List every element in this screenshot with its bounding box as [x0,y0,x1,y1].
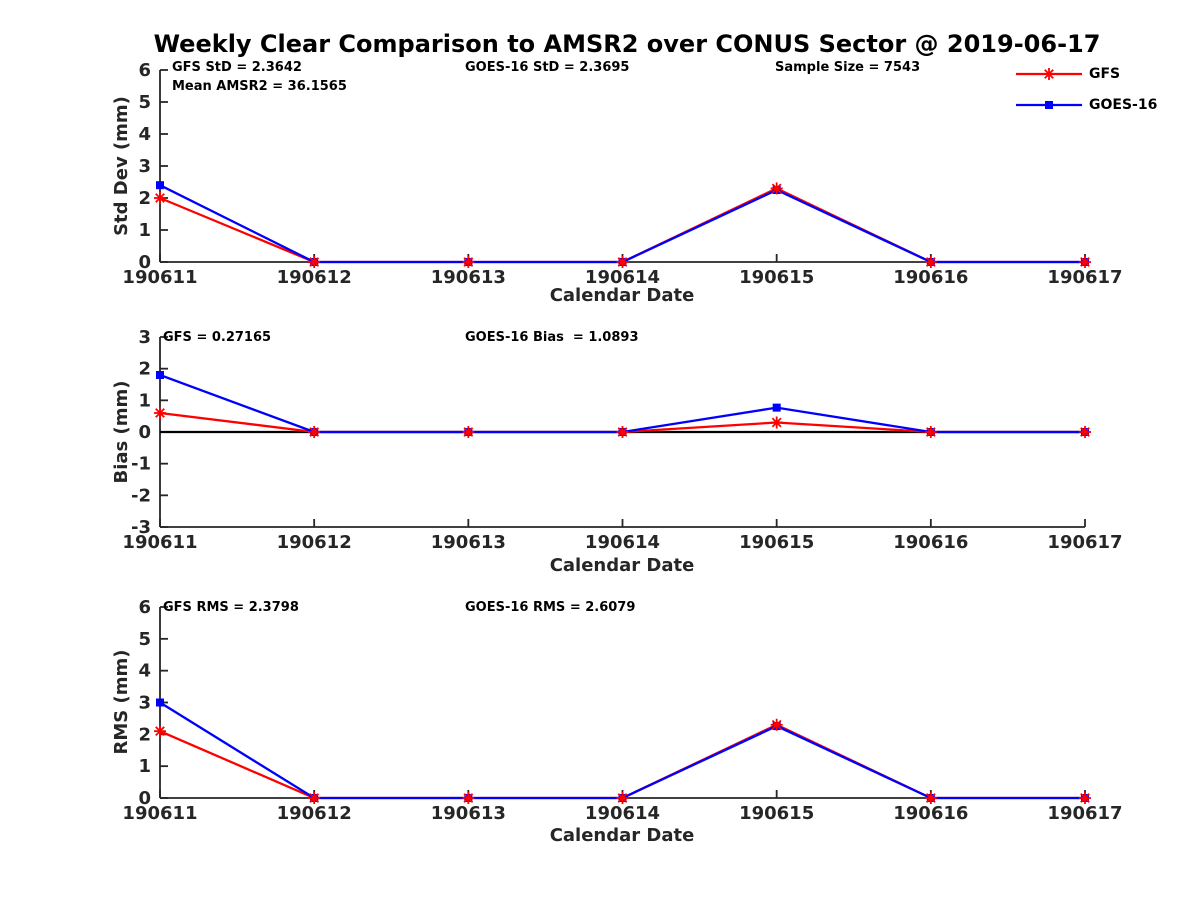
bias-x-tick-label: 190615 [739,532,814,553]
stddev-x-tick-label: 190617 [1047,267,1122,288]
stddev-series-goes-16 [159,184,1085,264]
stddev-x-tick-label: 190612 [277,267,352,288]
bias-y-tick-label: -1 [131,454,151,475]
stddev-marker-gfs [1080,257,1090,267]
stddev-y-tick-label: 0 [138,252,151,273]
bias-series-goes-16 [159,373,1085,434]
stddev-x-tick-label: 190615 [739,267,814,288]
bias-marker-gfs [1080,427,1090,437]
bias-x-tick-label: 190612 [277,532,352,553]
stddev-marker-gfs [771,183,782,194]
bias-marker-goes-16 [156,371,164,379]
stddev-x-tick-label: 190616 [893,267,968,288]
rms-marker-goes-16 [156,698,164,707]
bias-x-tick-label: 190613 [431,532,506,553]
bias-y-tick-label: -3 [131,517,151,538]
bias-y-tick-label: -2 [131,485,151,506]
stddev-y-tick-label: 5 [138,92,151,113]
rms-marker-gfs [617,793,628,803]
bias-y-tick-label: 3 [138,327,151,348]
rms-y-tick-label: 4 [138,661,151,682]
bias-x-tick-label: 190611 [122,532,197,553]
legend-label-goes16: GOES-16 [1089,97,1158,113]
bias-x-tick-label: 190614 [585,532,660,553]
bias-marker-gfs [925,427,936,437]
goes16-rms-annotation: GOES-16 RMS = 2.6079 [465,600,636,615]
stddev-x-tick-label: 190611 [122,267,197,288]
stddev-marker-gfs [463,257,474,267]
chart-title: Weekly Clear Comparison to AMSR2 over CO… [153,30,1101,58]
rms-y-tick-label: 6 [138,597,151,618]
bias-x-tick-label: 190616 [893,532,968,553]
bias-marker-goes-16 [772,403,781,412]
goes16-bias-annotation: GOES-16 Bias = 1.0893 [465,330,639,345]
stddev-y-tick-label: 1 [138,220,151,241]
bias-x-tick-label: 190617 [1047,532,1122,553]
bias-marker-gfs [309,427,320,437]
stddev-x-axis-label: Calendar Date [549,285,695,306]
rms-marker-gfs [309,793,320,803]
rms-series-gfs [159,723,1085,800]
rms-marker-gfs [155,726,165,737]
rms-x-tick-label: 190614 [585,803,660,824]
stddev-y-tick-label: 3 [138,156,151,177]
rms-x-tick-label: 190611 [122,803,197,824]
mean-amsr2-annotation: Mean AMSR2 = 36.1565 [172,79,347,94]
rms-x-tick-label: 190615 [739,803,814,824]
rms-y-tick-label: 1 [138,756,151,777]
goes16-std-annotation: GOES-16 StD = 2.3695 [465,60,630,75]
rms-series-goes-16 [159,701,1085,800]
stddev-y-tick-label: 4 [138,124,151,145]
stddev-marker-gfs [617,257,628,267]
bias-marker-gfs [155,408,165,418]
rms-marker-gfs [771,719,782,730]
rms-x-tick-label: 190616 [893,803,968,824]
rms-y-tick-label: 0 [138,788,151,809]
gfs-bias-annotation: GFS = 0.27165 [163,330,272,345]
stddev-marker-goes-16 [156,181,164,190]
rms-x-tick-label: 190612 [277,803,352,824]
legend-swatch-marker-gfs [1044,69,1054,79]
bias-marker-gfs [463,427,474,437]
sample-size-annotation: Sample Size = 7543 [775,60,921,75]
rms-x-axis-label: Calendar Date [549,825,695,846]
bias-y-tick-label: 2 [138,359,151,380]
legend-label-gfs: GFS [1089,66,1121,82]
rms-marker-gfs [1080,793,1090,803]
rms-x-tick-label: 190617 [1047,803,1122,824]
stddev-marker-gfs [309,257,320,267]
stddev-marker-gfs [155,193,165,203]
bias-y-axis-label: Bias (mm) [111,380,132,484]
stddev-y-tick-label: 6 [138,60,151,81]
stddev-marker-gfs [925,257,936,267]
rms-x-tick-label: 190613 [431,803,506,824]
rms-marker-gfs [463,793,474,803]
rms-y-tick-label: 2 [138,724,151,745]
rms-y-tick-label: 5 [138,629,151,650]
stddev-x-tick-label: 190613 [431,267,506,288]
gfs-rms-annotation: GFS RMS = 2.3798 [163,600,299,615]
rms-y-axis-label: RMS (mm) [111,649,132,755]
bias-marker-gfs [617,427,628,437]
bias-y-tick-label: 1 [138,390,151,411]
stddev-y-axis-label: Std Dev (mm) [111,96,132,236]
rms-y-tick-label: 3 [138,693,151,714]
bias-y-tick-label: 0 [138,422,151,443]
gfs-std-annotation: GFS StD = 2.3642 [172,60,302,75]
legend-swatch-marker-goes-16 [1045,101,1053,109]
rms-marker-gfs [925,793,936,803]
bias-x-axis-label: Calendar Date [549,555,695,576]
stddev-y-tick-label: 2 [138,188,151,209]
stddev-series-gfs [159,187,1085,264]
stddev-x-tick-label: 190614 [585,267,660,288]
bias-marker-gfs [771,417,782,428]
